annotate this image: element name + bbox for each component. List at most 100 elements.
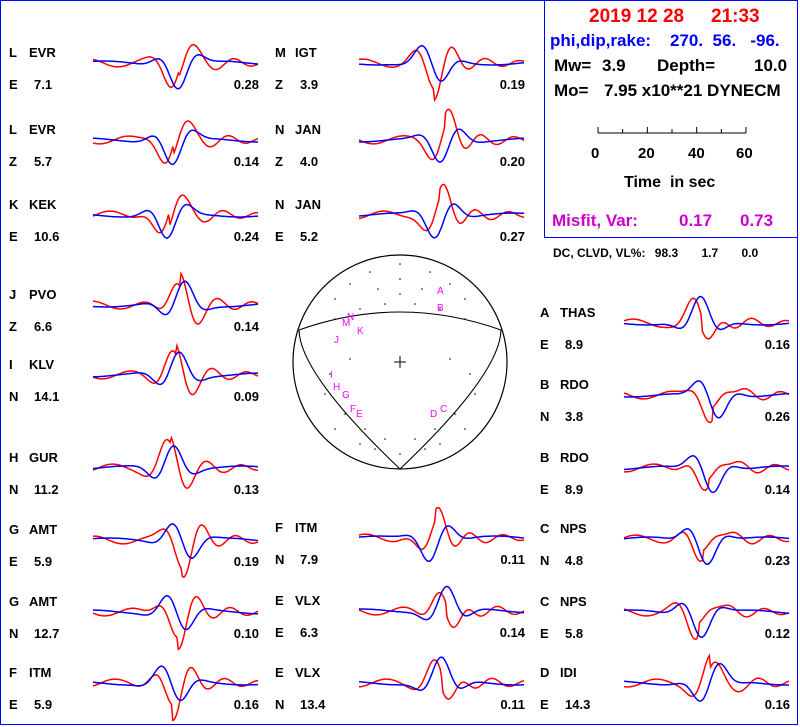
misfit-label: Misfit, Var: [552, 211, 638, 230]
trace-station: RDO [560, 450, 589, 465]
waveform [623, 653, 790, 702]
trace-component: E [9, 697, 18, 712]
waveform [92, 194, 259, 239]
trace-component: N [9, 389, 19, 404]
trace-value: 0.09 [233, 389, 259, 404]
trace-value: 0.26 [764, 409, 790, 424]
observed-waveform [92, 342, 259, 396]
waveform [623, 380, 790, 424]
waveform [92, 595, 259, 651]
trace-distance: 12.7 [34, 626, 60, 641]
trace-letter: G [9, 594, 20, 609]
trace-letter: F [275, 520, 283, 535]
trace-value: 0.12 [764, 626, 790, 641]
synthetic-waveform [92, 203, 259, 239]
station-label: I [330, 370, 333, 381]
trace-value: 0.11 [500, 697, 525, 712]
trace-rdo-n: B RDO N 3.8 0.26 [540, 372, 790, 434]
trace-station: THAS [560, 305, 596, 320]
trace-station: NPS [560, 594, 587, 609]
observed-waveform [92, 120, 259, 164]
observed-waveform [92, 435, 259, 489]
observed-waveform [623, 387, 790, 424]
synthetic-waveform [359, 128, 525, 163]
synthetic-waveform [623, 455, 789, 494]
polarity-dot [421, 288, 423, 290]
trace-station: IDI [560, 665, 577, 680]
trace-jan-e: N JAN E 5.2 0.27 [275, 183, 525, 254]
trace-letter: J [9, 287, 17, 302]
synthetic-waveform [358, 45, 525, 82]
synthetic-waveform [358, 525, 525, 563]
trace-value: 0.16 [233, 697, 259, 712]
trace-distance: 10.6 [34, 229, 60, 244]
observed-waveform [92, 595, 259, 651]
trace-distance: 7.9 [300, 552, 319, 567]
tick-20: 20 [638, 145, 655, 162]
synthetic-waveform [623, 602, 790, 638]
trace-letter: L [9, 122, 17, 137]
depth-label: Depth= [657, 56, 716, 75]
observed-waveform [623, 531, 790, 563]
synthetic-waveform [92, 445, 259, 479]
polarity-dot [369, 271, 371, 273]
trace-nps-n: C NPS N 4.8 0.23 [540, 516, 790, 578]
trace-station: VLX [295, 665, 321, 680]
polarity-dot [399, 263, 401, 265]
event-date: 2019 12 28 [589, 6, 685, 27]
trace-component: Z [275, 154, 283, 169]
observed-waveform [92, 666, 259, 722]
trace-component: N [540, 553, 550, 568]
trace-station: KLV [29, 357, 55, 372]
station-label: J [334, 335, 339, 346]
trace-value: 0.27 [499, 229, 525, 244]
trace-vlx-e: E VLX E 6.3 0.14 [275, 585, 525, 650]
trace-letter: A [540, 305, 550, 320]
observed-waveform [358, 183, 525, 232]
trace-distance: 4.8 [565, 553, 584, 568]
variance-value: 0.73 [740, 211, 774, 230]
polarity-dot [464, 318, 466, 320]
trace-component: N [9, 482, 19, 497]
trace-value: 0.28 [233, 77, 259, 92]
observed-waveform [358, 506, 525, 550]
synthetic-waveform [92, 595, 258, 631]
synthetic-waveform [92, 665, 259, 702]
trace-letter: N [275, 122, 285, 137]
trace-component: N [275, 552, 285, 567]
trace-value: 0.16 [764, 697, 790, 712]
trace-nps-e: C NPS E 5.8 0.12 [540, 589, 790, 651]
trace-letter: B [540, 377, 550, 392]
waveform [358, 183, 525, 239]
trace-letter: E [275, 665, 284, 680]
trace-letter: N [275, 197, 285, 212]
trace-component: E [540, 697, 549, 712]
synthetic-waveform [93, 54, 259, 90]
trace-component: E [540, 482, 549, 497]
polarity-dot [359, 443, 361, 445]
waveform [358, 506, 525, 563]
trace-station: ITM [295, 520, 318, 535]
trace-station: ITM [29, 665, 52, 680]
trace-itm-e: F ITM E 5.9 0.16 [9, 660, 259, 722]
waveform [358, 656, 525, 700]
waveform [358, 585, 525, 629]
polarity-dot [349, 358, 351, 360]
trace-component: N [275, 697, 285, 712]
polarity-dot [324, 393, 326, 395]
event-time: 21:33 [711, 6, 760, 27]
trace-letter: G [9, 522, 20, 537]
trace-station: AMT [29, 594, 58, 609]
trace-igt-z: M IGT Z 3.9 0.19 [275, 40, 525, 103]
polarity-dot [464, 428, 466, 430]
trace-letter: B [540, 450, 550, 465]
synthetic-waveform [623, 295, 790, 331]
trace-component: Z [9, 154, 17, 169]
trace-station: KEK [29, 197, 57, 212]
trace-distance: 6.3 [300, 625, 319, 640]
synthetic-waveform [624, 380, 790, 419]
station-label: K [357, 326, 364, 337]
trace-klv-n: I KLV N 14.1 0.09 [9, 342, 259, 414]
